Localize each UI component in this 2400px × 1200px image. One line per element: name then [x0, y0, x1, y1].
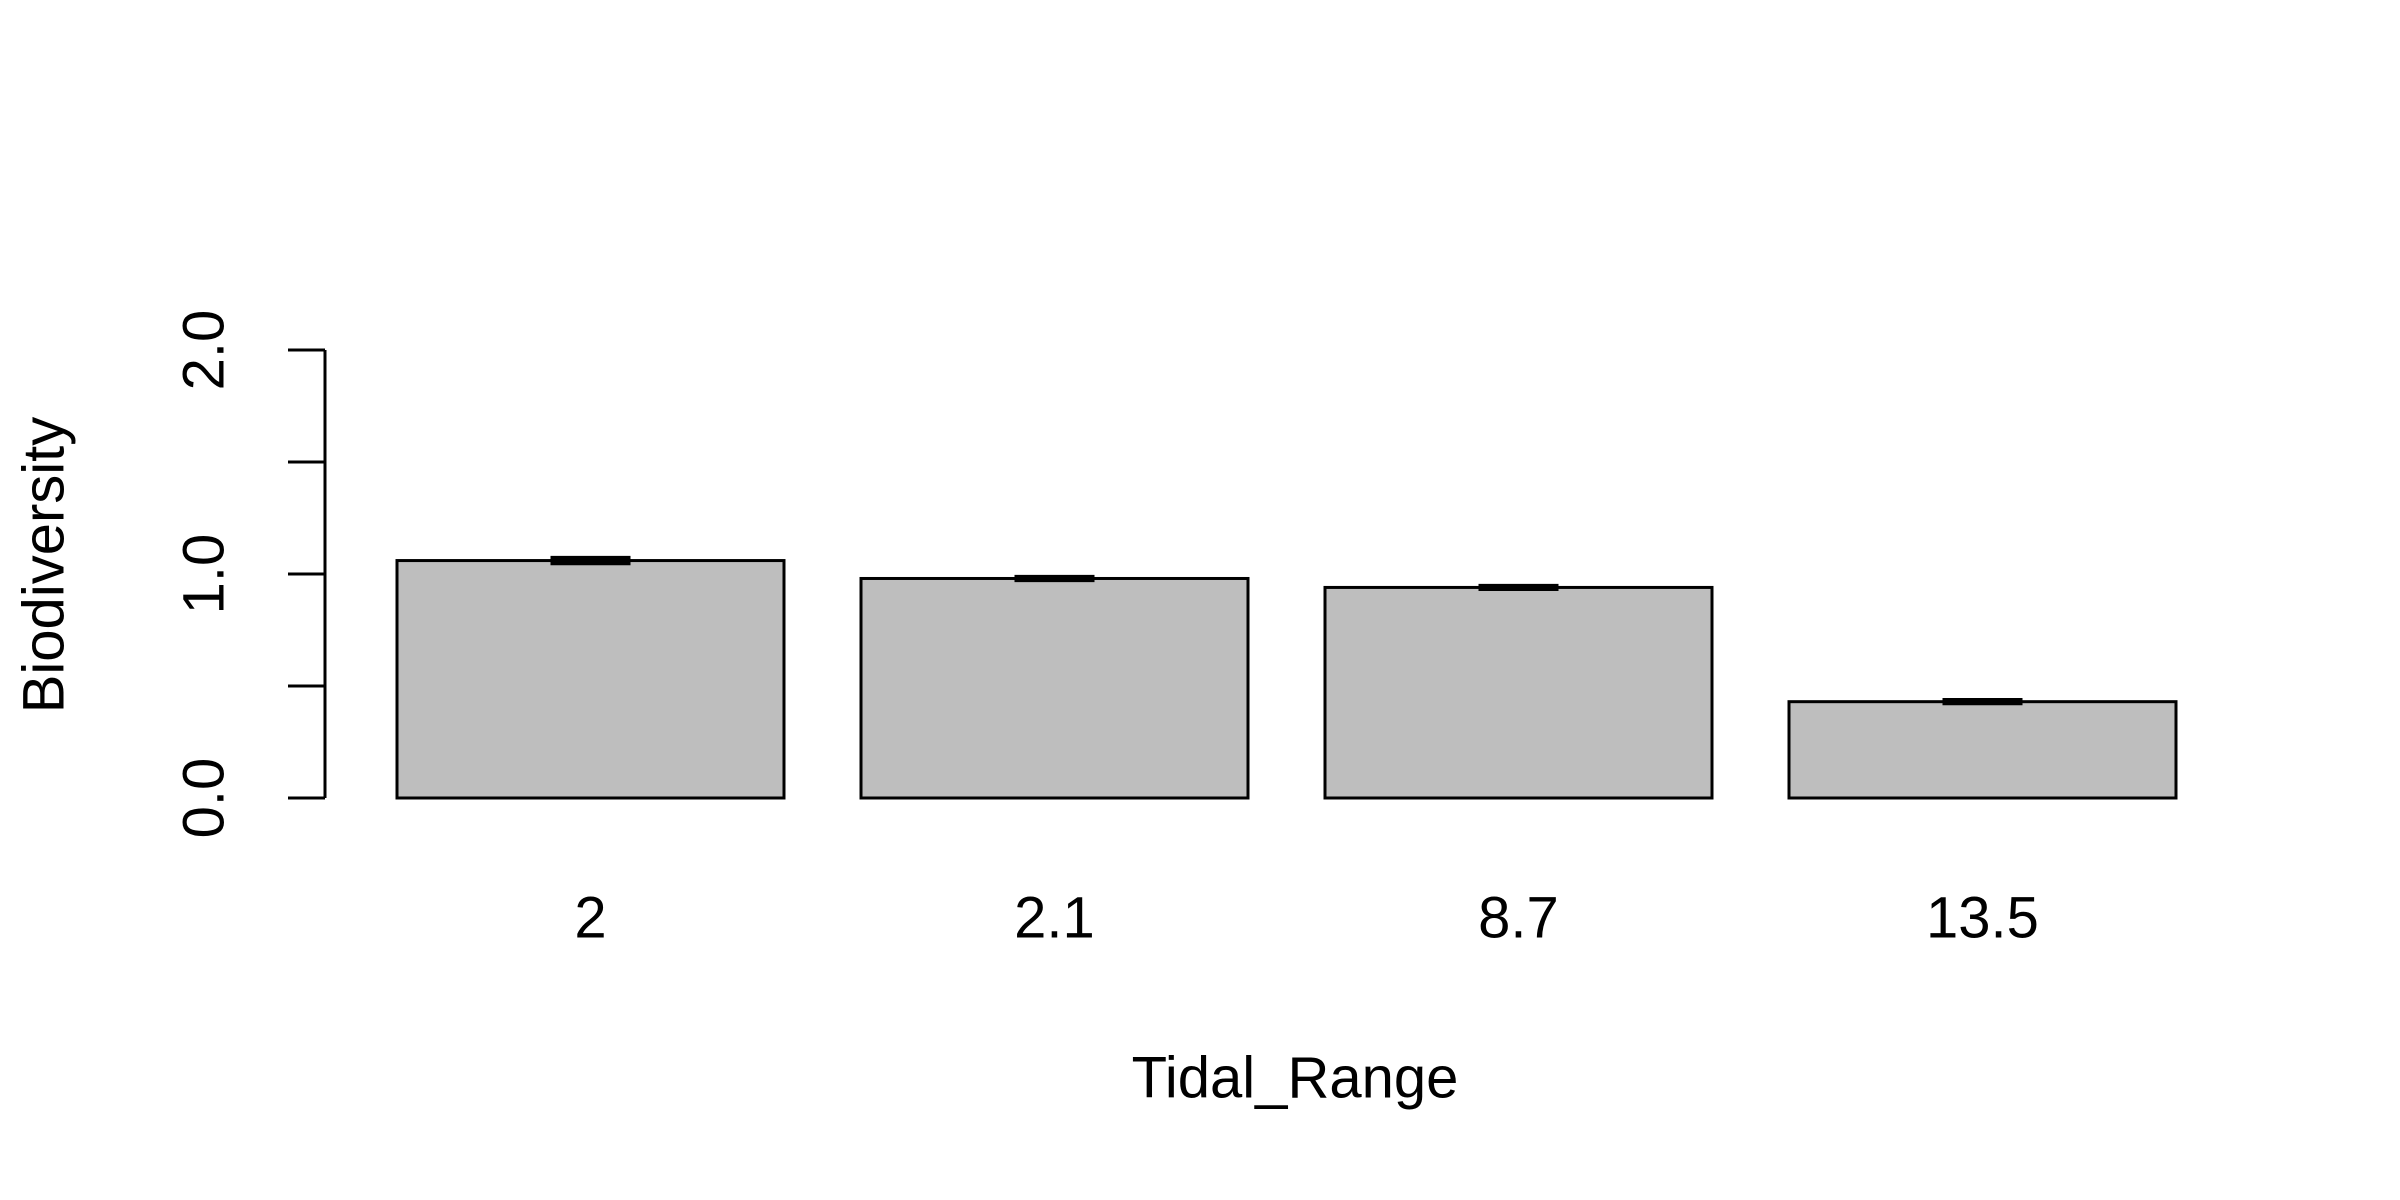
x-tick-label: 13.5 [1926, 885, 2039, 950]
y-axis: 0.0 1.0 2.0 [171, 310, 327, 839]
x-tick-label: 2.1 [1014, 885, 1095, 950]
y-tick-label: 1.0 [171, 534, 236, 615]
x-tick-label: 8.7 [1478, 885, 1559, 950]
bar [1323, 585, 1714, 800]
y-tick-label: 0.0 [171, 758, 236, 839]
x-axis-label: Tidal_Range [1132, 1045, 1459, 1110]
error-bars [550, 555, 2023, 706]
bars [395, 559, 2178, 800]
bar [395, 559, 786, 800]
bar [859, 576, 1250, 800]
y-axis-label: Biodiversity [11, 417, 76, 714]
x-tick-label: 2 [574, 885, 606, 950]
y-tick-label: 2.0 [171, 310, 236, 391]
bar [1787, 700, 2178, 800]
x-tick-labels: 2 2.1 8.7 13.5 [574, 885, 2039, 950]
